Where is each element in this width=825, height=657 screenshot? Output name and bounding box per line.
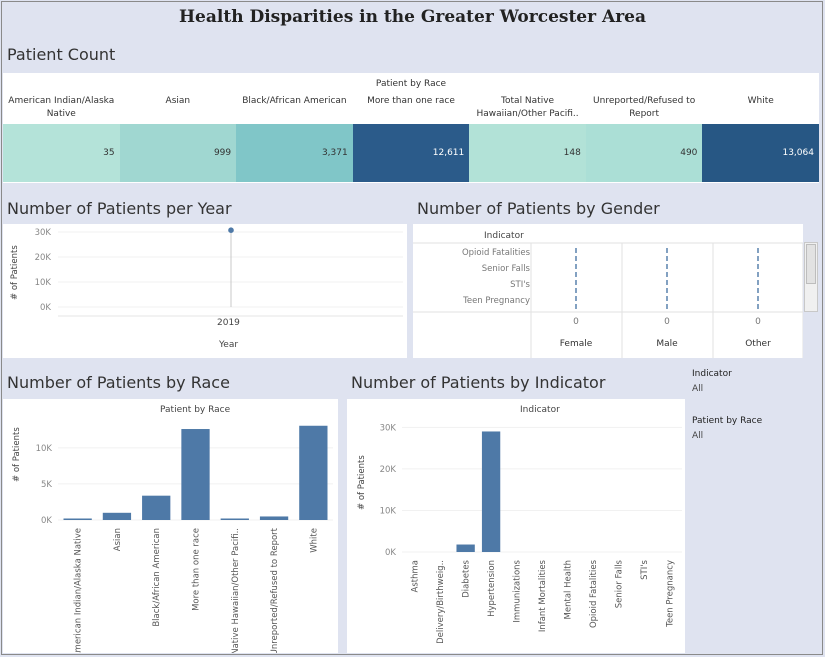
patient-count-cell[interactable]: 3,371 bbox=[236, 124, 353, 182]
by-race-title: Number of Patients by Race bbox=[7, 373, 230, 392]
y-tick-label: 20K bbox=[380, 465, 397, 475]
gender-column-label: Other bbox=[745, 339, 771, 349]
y-tick-label: 10K bbox=[36, 444, 53, 454]
patient-count-title: Patient Count bbox=[7, 45, 116, 64]
patient-count-cell[interactable]: 148 bbox=[469, 124, 586, 182]
patient-count-cell[interactable]: 13,064 bbox=[702, 124, 819, 182]
bar bbox=[456, 544, 475, 552]
per-year-panel bbox=[3, 224, 407, 358]
bar bbox=[142, 495, 171, 520]
y-tick-label: 30K bbox=[380, 423, 397, 433]
bar bbox=[220, 518, 249, 520]
by-gender-chart bbox=[413, 242, 803, 358]
x-tick-label: Black/African American bbox=[152, 528, 162, 627]
patient-count-column-header: American Indian/Alaska Native bbox=[8, 96, 115, 119]
by-gender-title: Number of Patients by Gender bbox=[417, 199, 660, 218]
by-indicator-chart: 30K 20K 10K 0K Asthma Delivery/Birthweig.. Dia… bbox=[380, 423, 682, 644]
x-tick-label: American Indian/Alaska Native bbox=[74, 528, 84, 653]
x-tick-label: Teen Pregnancy bbox=[665, 560, 675, 628]
patient-count-column-header: Unreported/Refused to Report bbox=[593, 96, 696, 119]
y-tick-label: 0K bbox=[40, 303, 51, 313]
patient-count-column-header: Black/African American bbox=[242, 96, 347, 106]
patient-count-column-header: Total Native Hawaiian/Other Pacifi.. bbox=[476, 96, 579, 119]
bar bbox=[299, 425, 328, 520]
y-tick-label: 0K bbox=[41, 516, 52, 526]
bar bbox=[259, 516, 289, 520]
gender-indicator-label: Senior Falls bbox=[481, 264, 530, 274]
gender-column-label: Male bbox=[656, 339, 678, 349]
patient-count-column-header: White bbox=[747, 96, 774, 106]
dashboard-title: Health Disparities in the Greater Worces… bbox=[179, 7, 646, 27]
x-tick-label: Diabetes bbox=[462, 559, 472, 597]
x-tick-label: Asian bbox=[113, 528, 123, 551]
bar bbox=[63, 518, 92, 520]
x-tick-label: Delivery/Birthweig.. bbox=[436, 560, 446, 644]
by-race-panel bbox=[3, 399, 338, 653]
patient-count-cell[interactable]: 999 bbox=[119, 124, 237, 182]
per-year-x-tick: 2019 bbox=[217, 318, 240, 328]
x-tick-label: More than one race bbox=[192, 528, 202, 611]
gender-indicator-label: Teen Pregnancy bbox=[463, 296, 530, 306]
y-tick-label: 10K bbox=[35, 278, 52, 288]
x-tick-label: Unreported/Refused to Report bbox=[270, 527, 280, 653]
bar bbox=[181, 429, 210, 520]
x-tick-label: Immunizations bbox=[513, 559, 523, 622]
patient-count-column-header: More than one race bbox=[367, 96, 455, 106]
by-indicator-panel bbox=[347, 399, 685, 653]
filter-race-title: Patient by Race bbox=[692, 416, 763, 426]
y-tick-label: 30K bbox=[35, 228, 52, 238]
y-tick-label: 10K bbox=[380, 506, 397, 516]
per-year-chart: 30K 20K 10K 0K bbox=[35, 227, 403, 317]
y-tick-label: 20K bbox=[35, 253, 52, 263]
year-point bbox=[228, 227, 234, 234]
gender-indicator-header: Indicator bbox=[484, 231, 524, 241]
x-tick-label: STI's bbox=[640, 559, 650, 579]
gender-column-label: Female bbox=[559, 339, 593, 349]
gender-scrollbar[interactable] bbox=[804, 242, 818, 312]
filter-race-value[interactable]: All bbox=[692, 431, 704, 441]
x-tick-label: Hypertension bbox=[487, 560, 497, 617]
gender-axis-value: 0 bbox=[755, 317, 761, 327]
y-tick-label: 0K bbox=[385, 548, 396, 558]
x-tick-label: Senior Falls bbox=[614, 559, 624, 608]
y-tick-label: 5K bbox=[41, 480, 52, 490]
per-year-xlabel: Year bbox=[219, 340, 239, 350]
filter-indicator-value[interactable]: All bbox=[692, 384, 704, 394]
per-year-title: Number of Patients per Year bbox=[7, 199, 232, 218]
gender-scrollbar-thumb[interactable] bbox=[806, 244, 816, 284]
patient-count-header: Patient by Race bbox=[375, 79, 447, 89]
patient-count-cell[interactable]: 35 bbox=[3, 124, 120, 182]
filter-indicator-title: Indicator bbox=[692, 369, 732, 379]
by-indicator-title: Number of Patients by Indicator bbox=[351, 373, 606, 392]
x-tick-label: Mental Health bbox=[563, 560, 573, 619]
patient-count-cell[interactable]: 12,611 bbox=[352, 124, 470, 182]
x-tick-label: Total Native Hawaiian/Other Pacifi.. bbox=[231, 528, 241, 653]
gender-axis-value: 0 bbox=[573, 317, 579, 327]
x-tick-label: Asthma bbox=[411, 560, 421, 592]
patient-count-cell[interactable]: 490 bbox=[585, 124, 703, 182]
by-gender-panel bbox=[413, 224, 803, 358]
by-race-chart: 10K 5K 0K American Indian/Alaska Native Asia… bbox=[36, 425, 333, 653]
x-tick-label: Opioid Fatalities bbox=[589, 559, 599, 628]
bar bbox=[481, 431, 501, 552]
gender-axis-value: 0 bbox=[664, 317, 670, 327]
x-tick-label: White bbox=[309, 528, 319, 553]
bar bbox=[102, 512, 132, 520]
by-race-header: Patient by Race bbox=[160, 405, 231, 415]
gender-indicator-label: STI's bbox=[510, 280, 530, 290]
gender-indicator-label: Opioid Fatalities bbox=[461, 248, 530, 258]
x-tick-label: Infant Mortalities bbox=[538, 559, 548, 632]
patient-count-column-header: Asian bbox=[165, 96, 191, 106]
by-indicator-header: Indicator bbox=[520, 405, 560, 415]
